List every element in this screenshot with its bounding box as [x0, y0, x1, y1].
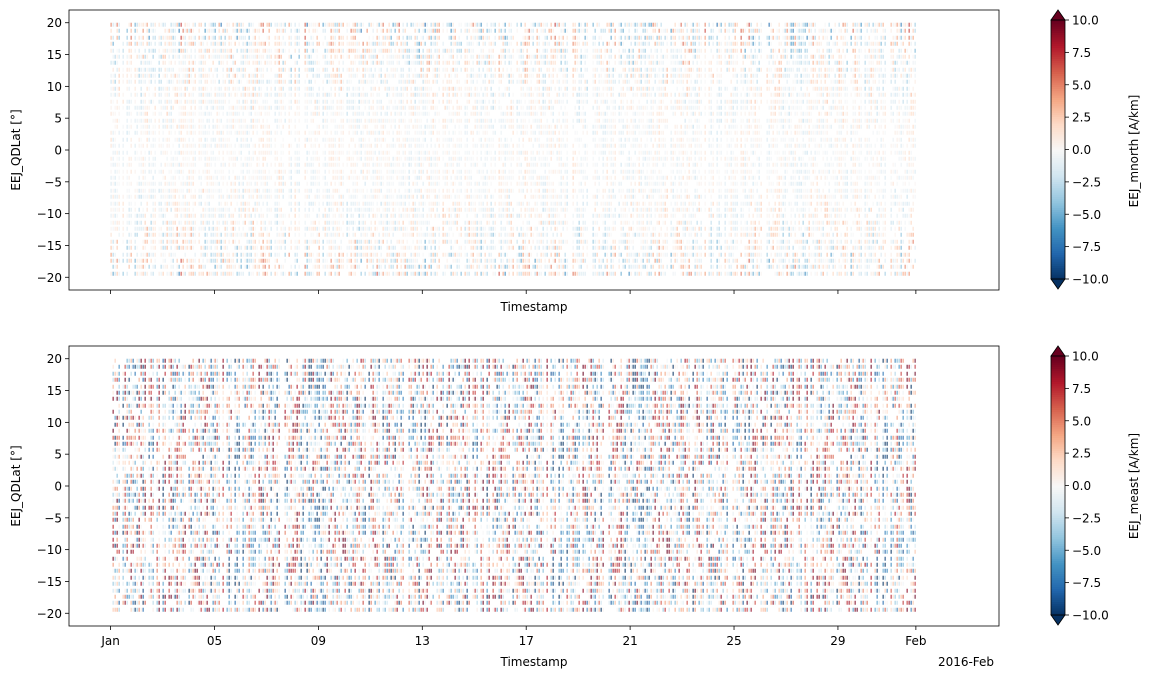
bottom-y-axis: 20 15 10 5 0 −5 −10 −15 −20 — [37, 352, 69, 621]
bottom-colorbar: 10.0 7.5 5.0 2.5 0.0 −2.5 −5.0 −7.5 −10.0 — [1050, 345, 1109, 626]
x-tick-label: Feb — [905, 634, 926, 648]
y-tick-label: 15 — [47, 384, 62, 398]
x-tick-label: 21 — [622, 634, 637, 648]
top-x-axis-label: Timestamp — [500, 300, 568, 314]
heatmap-cells — [110, 22, 916, 278]
y-tick-label: −20 — [37, 607, 62, 621]
y-tick-label: −15 — [37, 239, 62, 253]
colorbar-tick-label: −7.5 — [1072, 240, 1101, 254]
top-y-axis-label: EEJ_QDLat [°] — [9, 109, 23, 190]
top-colorbar: 10.0 7.5 5.0 2.5 0.0 −2.5 −5.0 −7.5 −10.0 — [1050, 9, 1109, 290]
x-tick-label: 05 — [207, 634, 222, 648]
top-colorbar-label: EEJ_mnorth [A/km] — [1127, 95, 1141, 208]
bottom-y-axis-label: EEJ_QDLat [°] — [9, 445, 23, 526]
colorbar-tick-label: 10.0 — [1072, 14, 1099, 28]
x-tick-label: 09 — [311, 634, 326, 648]
x-tick-label: 29 — [830, 634, 845, 648]
y-tick-label: 5 — [54, 448, 62, 462]
bottom-x-axis-label: Timestamp — [500, 655, 568, 669]
y-tick-label: 0 — [54, 144, 62, 158]
top-heatmap — [110, 22, 916, 278]
colorbar-tick-label: 7.5 — [1072, 382, 1091, 396]
colorbar-tick-label: −10.0 — [1072, 273, 1109, 287]
colorbar-tick-label: −7.5 — [1072, 576, 1101, 590]
bottom-x-offset-label: 2016-Feb — [938, 655, 994, 669]
y-tick-label: 20 — [47, 16, 62, 30]
bottom-heatmap — [110, 358, 916, 614]
colorbar-tick-label: −5.0 — [1072, 544, 1101, 558]
y-tick-label: −15 — [37, 575, 62, 589]
heatmap-cells — [110, 358, 916, 614]
colorbar-tick-label: −2.5 — [1072, 511, 1101, 525]
bottom-colorbar-label: EEJ_meast [A/km] — [1127, 433, 1141, 539]
colorbar-tick-label: 0.0 — [1072, 479, 1091, 493]
y-tick-label: −5 — [44, 175, 62, 189]
bottom-x-axis: Jan 05 09 13 17 21 25 29 Feb — [100, 626, 926, 648]
bottom-panel: 20 15 10 5 0 −5 −10 −15 −20 Jan 05 09 13 17 21 25 29 Feb… — [9, 345, 1141, 669]
colorbar-tick-label: −5.0 — [1072, 208, 1101, 222]
y-tick-label: −20 — [37, 271, 62, 285]
colorbar-tick-label: −2.5 — [1072, 175, 1101, 189]
x-tick-label: 13 — [415, 634, 430, 648]
colorbar-tick-label: 2.5 — [1072, 447, 1091, 461]
colorbar-tick-label: 0.0 — [1072, 143, 1091, 157]
y-tick-label: 20 — [47, 352, 62, 366]
y-tick-label: −10 — [37, 543, 62, 557]
colorbar-tick-label: 7.5 — [1072, 46, 1091, 60]
x-tick-label: Jan — [100, 634, 120, 648]
top-x-axis — [110, 290, 917, 294]
y-tick-label: −10 — [37, 207, 62, 221]
y-tick-label: 15 — [47, 48, 62, 62]
top-y-axis: 20 15 10 5 0 −5 −10 −15 −20 — [37, 16, 69, 285]
colorbar-tick-label: 10.0 — [1072, 350, 1099, 364]
y-tick-label: 10 — [47, 416, 62, 430]
top-panel: 20 15 10 5 0 −5 −10 −15 −20 Timestamp EEJ_QDLat … — [9, 9, 1141, 314]
y-tick-label: 5 — [54, 112, 62, 126]
x-tick-label: 25 — [726, 634, 741, 648]
x-tick-label: 17 — [519, 634, 534, 648]
colorbar-tick-label: 5.0 — [1072, 414, 1091, 428]
colorbar-tick-label: −10.0 — [1072, 609, 1109, 623]
y-tick-label: −5 — [44, 511, 62, 525]
y-tick-label: 10 — [47, 80, 62, 94]
colorbar-tick-label: 2.5 — [1072, 111, 1091, 125]
colorbar-tick-label: 5.0 — [1072, 78, 1091, 92]
y-tick-label: 0 — [54, 480, 62, 494]
